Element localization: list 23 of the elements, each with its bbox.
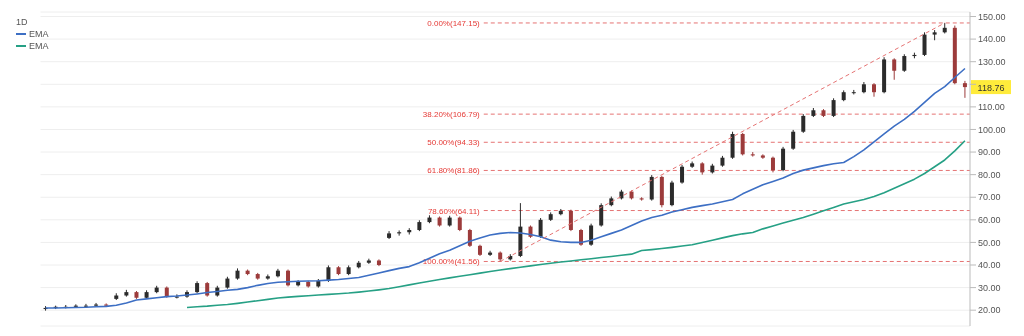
ref-line-label: 50.00%(94.33) <box>427 138 481 148</box>
annotation: 118.76 <box>977 82 1005 93</box>
y-tick-label: 100.00 <box>978 124 1006 135</box>
y-tick-label: 140.00 <box>978 34 1006 45</box>
ref-line-label: 38.20%(106.79) <box>422 110 481 120</box>
ref-line-label: 78.60%(64.11) <box>427 206 481 216</box>
y-tick-label: 40.00 <box>978 260 1001 271</box>
ref-line-label: 0.00%(147.15) <box>427 18 481 28</box>
y-tick-label: 50.00 <box>978 237 1001 248</box>
legend-label: EMA <box>29 40 49 52</box>
legend-label: EMA <box>29 28 49 40</box>
y-tick-label: 130.00 <box>978 56 1006 67</box>
y-tick-label: 70.00 <box>978 192 1001 203</box>
y-tick-label: 110.00 <box>978 102 1005 113</box>
ref-line-label: 100.00%(41.56) <box>422 257 481 267</box>
y-tick-label: 60.00 <box>978 215 1001 226</box>
y-tick-label: 30.00 <box>978 282 1001 293</box>
text: 1D <box>16 16 29 28</box>
y-tick-label: 20.00 <box>978 305 1001 316</box>
y-tick-label: 80.00 <box>978 169 1001 180</box>
y-tick-label: 150.00 <box>978 11 1006 22</box>
ref-line-label: 61.80%(81.86) <box>427 166 481 176</box>
y-tick-label: 90.00 <box>978 147 1001 158</box>
